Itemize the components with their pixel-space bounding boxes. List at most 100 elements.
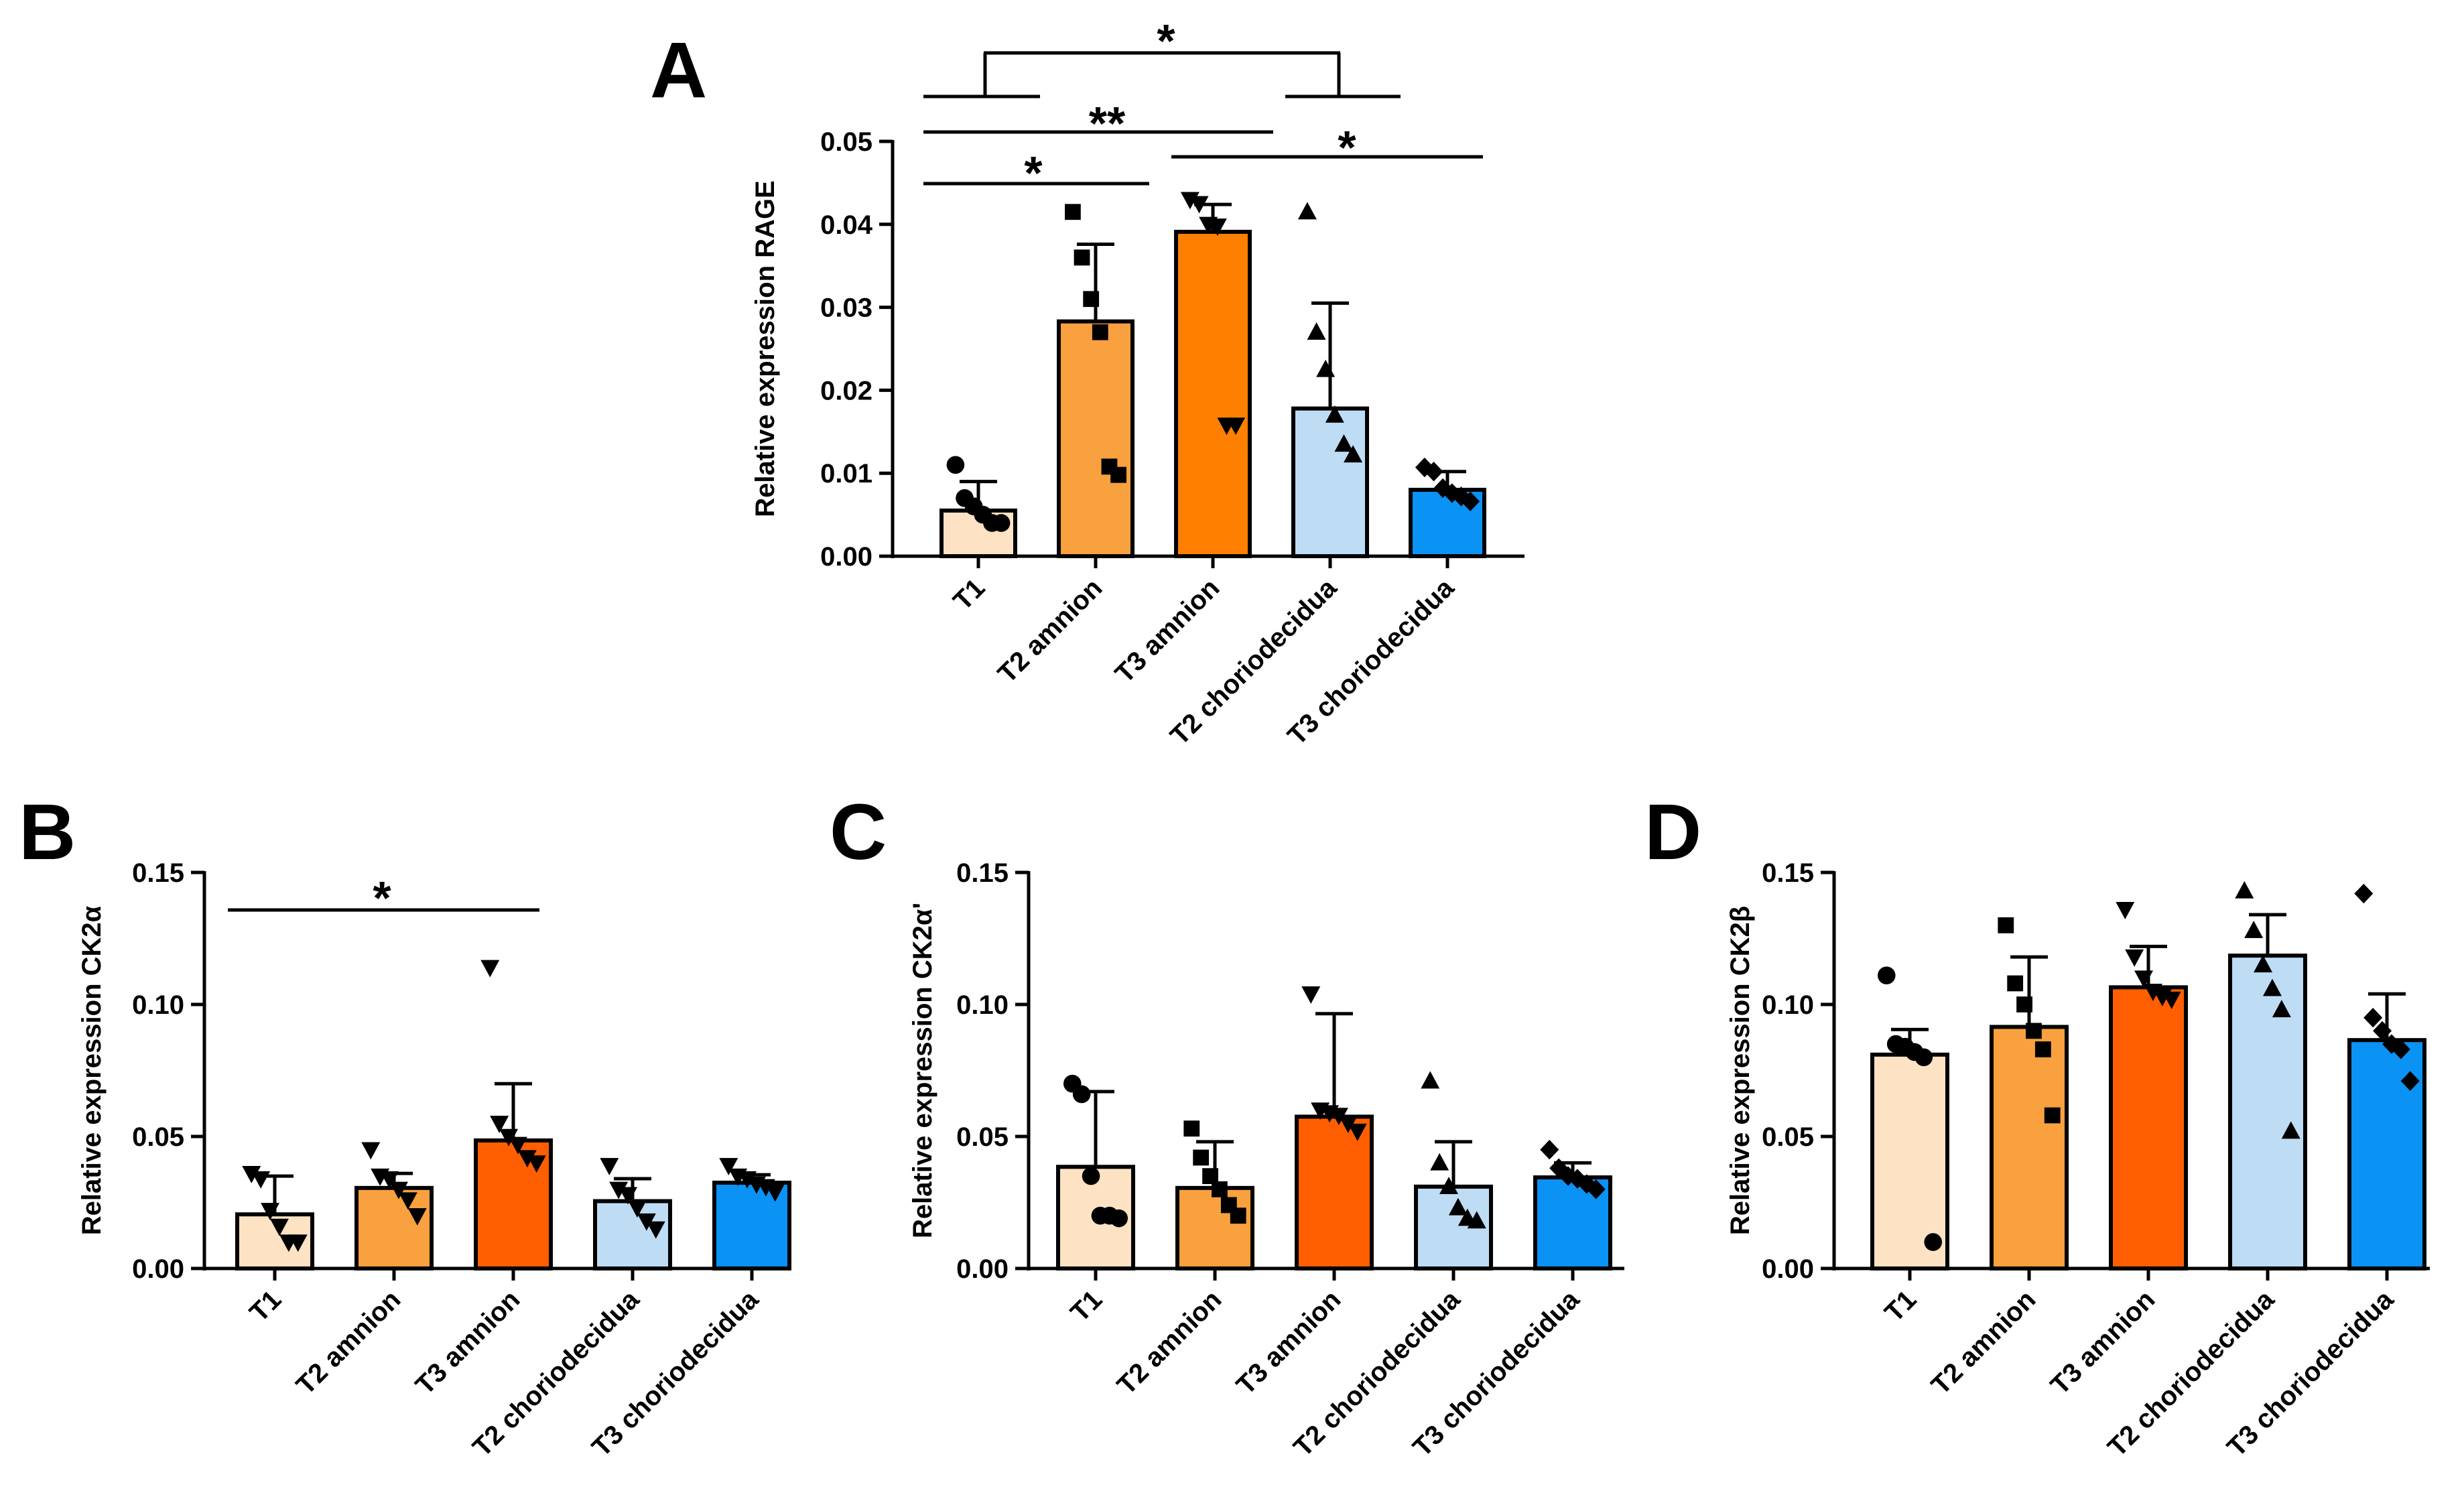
data-point bbox=[2235, 880, 2254, 899]
y-tick-label: 0.02 bbox=[820, 376, 872, 405]
significance-label: * bbox=[373, 872, 391, 924]
data-point bbox=[1110, 466, 1126, 483]
data-point bbox=[738, 1171, 757, 1189]
data-point bbox=[1329, 1108, 1348, 1126]
category-label: T1 bbox=[244, 1285, 287, 1327]
data-point bbox=[2026, 1023, 2042, 1039]
category-label: T2 amnion bbox=[1112, 1285, 1228, 1400]
data-point bbox=[1338, 1116, 1358, 1133]
data-point bbox=[2125, 949, 2144, 967]
data-point bbox=[1193, 1149, 1210, 1166]
data-point bbox=[2354, 883, 2374, 904]
data-point bbox=[361, 1142, 381, 1160]
data-point bbox=[1998, 917, 2014, 933]
data-point bbox=[1065, 204, 1081, 220]
bar bbox=[1990, 1025, 2069, 1270]
data-point bbox=[2262, 978, 2282, 996]
data-point bbox=[1348, 1123, 1367, 1141]
data-point bbox=[1183, 1120, 1200, 1137]
data-point bbox=[2391, 1039, 2410, 1059]
data-point bbox=[1924, 1233, 1943, 1251]
y-axis-title: Relative expression RAGE bbox=[751, 180, 780, 517]
data-point bbox=[2373, 1021, 2392, 1041]
category-label: T3 amnion bbox=[410, 1285, 526, 1400]
y-tick-label: 0.00 bbox=[1762, 1254, 1814, 1284]
y-tick-label: 0.10 bbox=[956, 990, 1009, 1020]
y-tick-label: 0.00 bbox=[132, 1254, 184, 1284]
data-point bbox=[1301, 986, 1321, 1004]
data-point bbox=[1083, 291, 1100, 308]
y-tick-label: 0.05 bbox=[956, 1122, 1009, 1152]
category-label: T1 bbox=[948, 573, 990, 616]
significance-label: * bbox=[1157, 15, 1175, 67]
data-point bbox=[946, 456, 965, 474]
data-point bbox=[508, 1136, 527, 1155]
y-tick-label: 0.05 bbox=[1762, 1122, 1814, 1152]
panel-letter: D bbox=[1644, 788, 1701, 876]
data-point bbox=[269, 1218, 289, 1236]
bar bbox=[1291, 406, 1369, 558]
data-point bbox=[1421, 1071, 1440, 1089]
data-point bbox=[2400, 1071, 2420, 1091]
data-point bbox=[288, 1234, 308, 1252]
data-point bbox=[407, 1208, 427, 1226]
category-label: T2 amnion bbox=[1926, 1285, 2042, 1400]
data-point bbox=[2281, 1121, 2300, 1139]
data-point bbox=[2162, 991, 2181, 1009]
data-point bbox=[261, 1203, 280, 1221]
data-point bbox=[600, 1158, 619, 1176]
data-point bbox=[2244, 920, 2264, 938]
category-label: T1 bbox=[1879, 1285, 1922, 1327]
data-point bbox=[1424, 462, 1443, 482]
data-point bbox=[1415, 457, 1434, 478]
data-point bbox=[1208, 218, 1227, 236]
data-point bbox=[1212, 1181, 1228, 1197]
data-point bbox=[389, 1181, 408, 1199]
panel-letter: C bbox=[830, 788, 887, 876]
y-tick-label: 0.15 bbox=[1762, 858, 1814, 888]
data-point bbox=[1915, 1048, 1933, 1067]
data-point bbox=[251, 1171, 271, 1189]
category-label: T3 amnion bbox=[2045, 1285, 2161, 1400]
data-point bbox=[637, 1213, 656, 1231]
panel-letter: B bbox=[19, 788, 76, 876]
data-point bbox=[1430, 1153, 1449, 1171]
y-tick-label: 0.15 bbox=[132, 858, 184, 888]
data-point bbox=[1082, 1167, 1100, 1185]
y-axis-title: Relative expression CK2β bbox=[1726, 906, 1755, 1235]
data-point bbox=[1297, 202, 1317, 220]
data-point bbox=[646, 1221, 665, 1239]
data-point bbox=[2007, 975, 2024, 992]
data-point bbox=[2034, 1041, 2051, 1057]
data-point bbox=[1467, 1211, 1486, 1229]
data-point bbox=[2254, 955, 2273, 973]
data-point bbox=[2272, 1000, 2291, 1018]
data-point bbox=[380, 1171, 399, 1189]
data-point bbox=[1074, 249, 1090, 266]
bar bbox=[593, 1199, 672, 1271]
data-point bbox=[1448, 1197, 1468, 1216]
significance-label: * bbox=[1338, 121, 1356, 174]
y-tick-label: 0.15 bbox=[956, 858, 1009, 888]
data-point bbox=[1189, 196, 1209, 214]
data-point bbox=[2044, 1107, 2061, 1124]
data-point bbox=[992, 514, 1011, 532]
data-point bbox=[619, 1187, 638, 1205]
data-point bbox=[765, 1184, 785, 1202]
data-point bbox=[490, 1116, 509, 1133]
data-point bbox=[1230, 1208, 1246, 1224]
panel-a: A 0.00 0.01 0.02 0.03 0.04 0.05 T1 T2 amnion T3 a… bbox=[650, 15, 1525, 751]
y-axis-title: Relative expression CK2α' bbox=[908, 903, 937, 1238]
data-point bbox=[1877, 966, 1896, 984]
data-point bbox=[2016, 996, 2032, 1013]
bar bbox=[2228, 954, 2307, 1270]
data-point bbox=[1325, 405, 1344, 423]
data-point bbox=[1202, 1168, 1218, 1184]
category-label: T2 amnion bbox=[291, 1285, 407, 1400]
category-label: T3 amnion bbox=[1110, 573, 1226, 689]
data-point bbox=[242, 1165, 261, 1183]
data-point bbox=[398, 1192, 417, 1210]
